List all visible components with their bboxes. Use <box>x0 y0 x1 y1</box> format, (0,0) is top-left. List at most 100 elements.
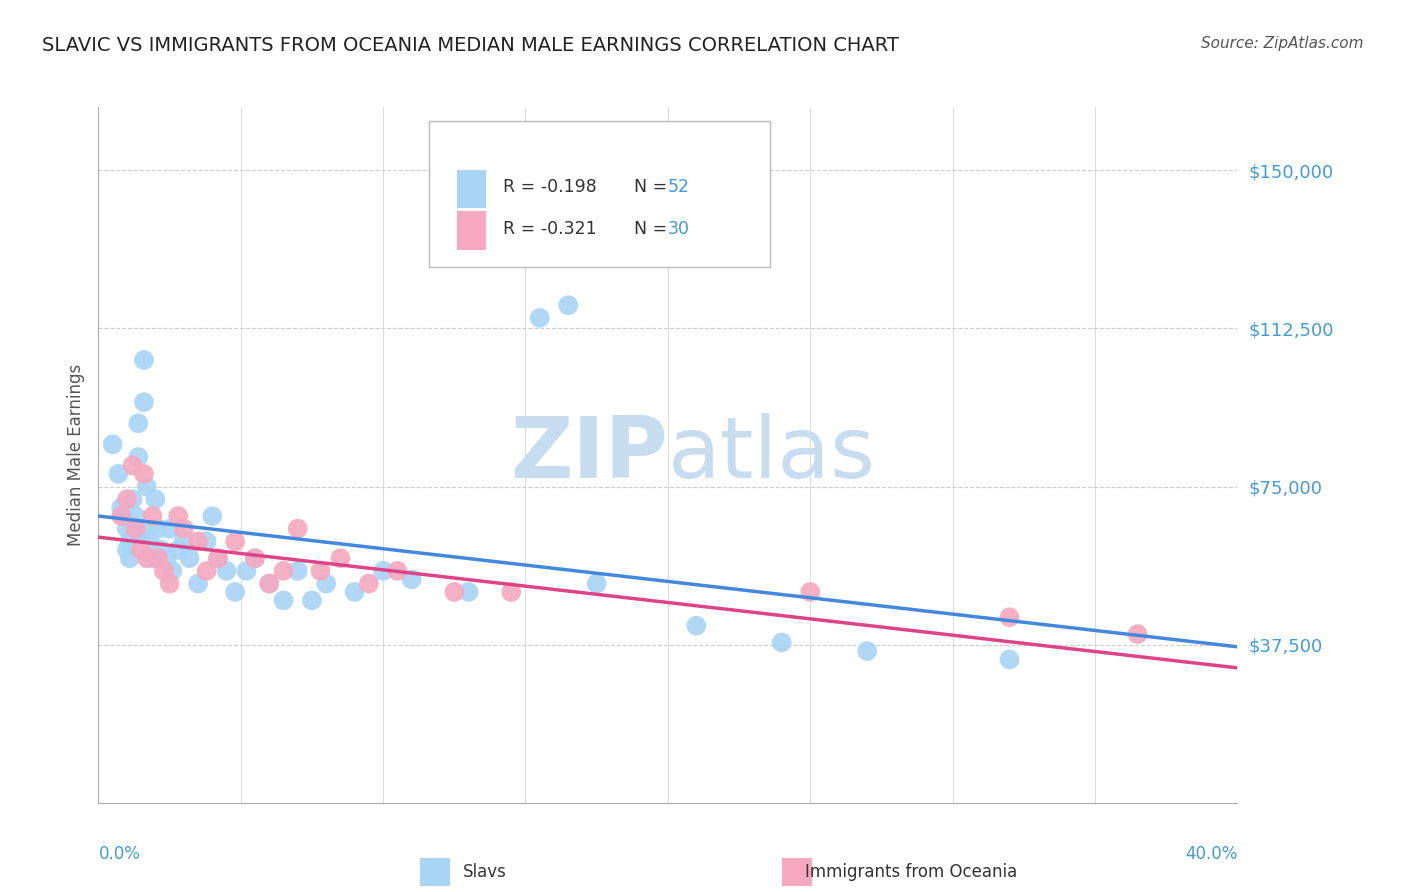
Point <box>107 467 129 481</box>
Text: 40.0%: 40.0% <box>1185 845 1237 863</box>
Point <box>343 585 366 599</box>
Point <box>167 542 190 557</box>
Y-axis label: Median Male Earnings: Median Male Earnings <box>66 364 84 546</box>
Text: R = -0.198: R = -0.198 <box>503 178 596 196</box>
Point <box>273 593 295 607</box>
Point <box>121 492 143 507</box>
Point <box>179 551 201 566</box>
Point <box>195 534 218 549</box>
Point <box>224 585 246 599</box>
Point <box>529 310 551 325</box>
Point <box>138 534 160 549</box>
Point <box>443 585 465 599</box>
FancyBboxPatch shape <box>457 169 485 208</box>
Point <box>1126 627 1149 641</box>
Point <box>173 522 195 536</box>
Point <box>770 635 793 649</box>
Point <box>118 534 141 549</box>
Text: 30: 30 <box>668 219 690 238</box>
Point <box>118 551 141 566</box>
Point <box>135 551 157 566</box>
Point <box>124 509 146 524</box>
Point <box>301 593 323 607</box>
Point <box>195 564 218 578</box>
Point <box>585 576 607 591</box>
Point <box>207 551 229 566</box>
Point <box>153 564 176 578</box>
Point <box>159 522 181 536</box>
Point <box>145 492 167 507</box>
Point <box>187 576 209 591</box>
Point <box>259 576 281 591</box>
Point <box>309 564 332 578</box>
Point <box>501 585 523 599</box>
FancyBboxPatch shape <box>457 211 485 250</box>
Point <box>998 652 1021 666</box>
Point <box>235 564 257 578</box>
Point <box>148 551 170 566</box>
Point <box>167 509 190 524</box>
Point <box>373 564 395 578</box>
FancyBboxPatch shape <box>429 121 770 267</box>
Point <box>259 576 281 591</box>
Point <box>856 644 879 658</box>
Text: Slavs: Slavs <box>463 863 506 881</box>
Point <box>129 542 152 557</box>
Text: atlas: atlas <box>668 413 876 497</box>
Point <box>215 564 238 578</box>
Point <box>243 551 266 566</box>
Point <box>115 492 138 507</box>
Point <box>150 542 173 557</box>
Point <box>129 530 152 544</box>
Point <box>141 551 163 566</box>
Point <box>121 458 143 473</box>
Point <box>998 610 1021 624</box>
Point <box>115 522 138 536</box>
Point <box>110 509 132 524</box>
Point <box>207 551 229 566</box>
Point <box>329 551 352 566</box>
Point <box>315 576 337 591</box>
Text: Source: ZipAtlas.com: Source: ZipAtlas.com <box>1201 36 1364 51</box>
Point <box>287 522 309 536</box>
Text: N =: N = <box>634 178 672 196</box>
Point <box>127 450 149 464</box>
Point <box>141 509 163 524</box>
Point <box>799 585 821 599</box>
Point <box>685 618 707 632</box>
FancyBboxPatch shape <box>419 858 450 887</box>
Text: 0.0%: 0.0% <box>98 845 141 863</box>
Point <box>156 551 179 566</box>
Point <box>124 522 146 536</box>
Point <box>132 353 155 368</box>
Text: SLAVIC VS IMMIGRANTS FROM OCEANIA MEDIAN MALE EARNINGS CORRELATION CHART: SLAVIC VS IMMIGRANTS FROM OCEANIA MEDIAN… <box>42 36 898 54</box>
Point <box>132 395 155 409</box>
Point <box>135 479 157 493</box>
Point <box>112 509 135 524</box>
Point <box>101 437 124 451</box>
Point <box>201 509 224 524</box>
Point <box>557 298 579 312</box>
Point <box>132 467 155 481</box>
Point <box>357 576 380 591</box>
Text: 52: 52 <box>668 178 690 196</box>
Point <box>148 522 170 536</box>
Point <box>115 542 138 557</box>
Text: R = -0.321: R = -0.321 <box>503 219 596 238</box>
Point <box>243 551 266 566</box>
Point <box>127 417 149 431</box>
Point <box>387 564 409 578</box>
Point <box>224 534 246 549</box>
Text: ZIP: ZIP <box>510 413 668 497</box>
Point <box>273 564 295 578</box>
Text: Immigrants from Oceania: Immigrants from Oceania <box>804 863 1017 881</box>
Text: N =: N = <box>634 219 672 238</box>
Point <box>187 534 209 549</box>
Point <box>162 564 184 578</box>
Point <box>287 564 309 578</box>
Point <box>401 572 423 586</box>
Point <box>173 534 195 549</box>
Point <box>129 522 152 536</box>
Point <box>110 500 132 515</box>
Point <box>457 585 479 599</box>
